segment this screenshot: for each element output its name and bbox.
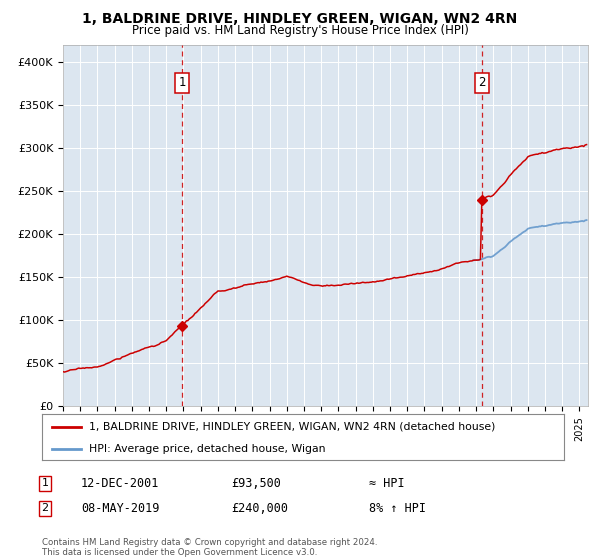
Text: HPI: Average price, detached house, Wigan: HPI: Average price, detached house, Wiga… [89,444,325,454]
Text: 1, BALDRINE DRIVE, HINDLEY GREEN, WIGAN, WN2 4RN: 1, BALDRINE DRIVE, HINDLEY GREEN, WIGAN,… [82,12,518,26]
Text: 2: 2 [41,503,49,514]
Text: Contains HM Land Registry data © Crown copyright and database right 2024.
This d: Contains HM Land Registry data © Crown c… [42,538,377,557]
Text: 2: 2 [478,76,485,89]
Text: £93,500: £93,500 [231,477,281,490]
Text: 1: 1 [41,478,49,488]
Text: 1: 1 [178,76,186,89]
Text: 1, BALDRINE DRIVE, HINDLEY GREEN, WIGAN, WN2 4RN (detached house): 1, BALDRINE DRIVE, HINDLEY GREEN, WIGAN,… [89,422,496,432]
Text: 12-DEC-2001: 12-DEC-2001 [81,477,160,490]
Text: ≈ HPI: ≈ HPI [369,477,404,490]
Text: Price paid vs. HM Land Registry's House Price Index (HPI): Price paid vs. HM Land Registry's House … [131,24,469,36]
Text: £240,000: £240,000 [231,502,288,515]
Text: 8% ↑ HPI: 8% ↑ HPI [369,502,426,515]
Text: 08-MAY-2019: 08-MAY-2019 [81,502,160,515]
